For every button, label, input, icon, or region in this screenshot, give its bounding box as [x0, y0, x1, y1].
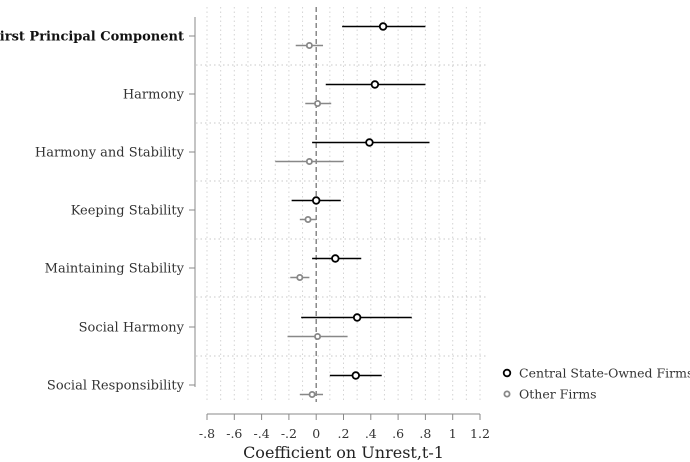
x-tick-label: -.8 — [199, 426, 215, 441]
legend-label: Other Firms — [519, 387, 597, 402]
category-label: Social Responsibility — [47, 379, 185, 394]
legend-marker — [502, 368, 512, 378]
central-point — [378, 22, 388, 31]
x-tick-label: .8 — [419, 426, 431, 441]
other-point — [308, 390, 316, 398]
other-point — [304, 215, 312, 223]
x-tick-label: -.6 — [226, 426, 242, 441]
other-point — [305, 42, 313, 50]
category-label: Harmony — [123, 88, 185, 103]
x-tick-label: 1.2 — [470, 426, 490, 441]
x-tick-label: -.4 — [254, 426, 270, 441]
category-label: Harmony and Stability — [35, 146, 185, 161]
central-point — [312, 196, 321, 205]
x-tick-label: .6 — [392, 426, 404, 441]
x-tick-label: 1 — [449, 426, 457, 441]
other-point — [296, 273, 304, 281]
y-axis: First Principal Component Harmony Harmony … — [0, 17, 196, 394]
other-point — [305, 157, 313, 165]
category-label: First Principal Component — [0, 30, 184, 45]
x-tick-label: -.2 — [281, 426, 297, 441]
estimate-marks — [275, 22, 430, 398]
x-tick-label: .2 — [338, 426, 350, 441]
legend-label: Central State-Owned Firms — [519, 366, 690, 381]
category-label: Social Harmony — [79, 321, 185, 336]
central-point — [351, 371, 360, 380]
category-label: Keeping Stability — [71, 204, 185, 219]
central-point — [352, 313, 362, 322]
gridlines — [206, 7, 481, 402]
central-point — [370, 80, 380, 89]
category-label: Maintaining Stability — [45, 262, 185, 277]
x-axis: -.8 -.6 -.4 -.2 0 .2 .4 .6 .8 1 1.2 — [199, 413, 490, 441]
central-point — [365, 138, 374, 147]
x-axis-title: Coefficient on Unrest,t-1 — [243, 443, 444, 462]
central-point — [331, 254, 340, 263]
other-point — [314, 332, 322, 340]
x-tick-label: 0 — [312, 426, 320, 441]
row-separators — [196, 64, 487, 357]
x-tick-label: .4 — [365, 426, 377, 441]
other-point — [314, 100, 322, 108]
legend-marker — [503, 390, 511, 398]
legend: Central State-Owned Firms Other Firms — [502, 366, 690, 402]
